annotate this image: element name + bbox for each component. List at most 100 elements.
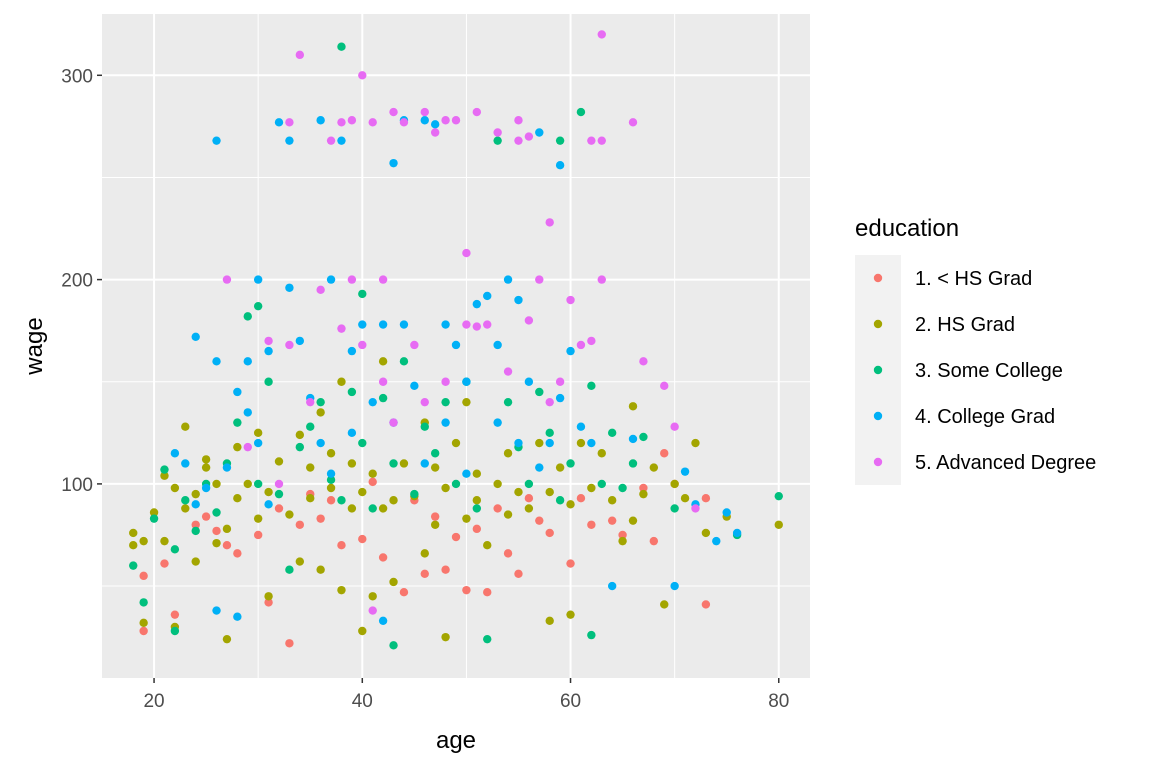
data-point-series-2 — [555, 463, 565, 472]
data-point-series-3 — [774, 491, 783, 501]
data-point-series-4 — [410, 381, 419, 391]
data-point-series-3 — [430, 449, 440, 458]
data-point-series-2 — [264, 487, 273, 497]
data-point-series-2 — [649, 463, 659, 472]
data-point-series-5 — [535, 275, 544, 284]
data-point-series-1 — [139, 626, 148, 636]
data-point-series-1 — [493, 504, 502, 513]
data-point-series-3 — [545, 428, 554, 438]
data-point-series-4 — [462, 469, 471, 478]
data-point-series-4 — [607, 581, 617, 591]
data-point-series-1 — [201, 512, 211, 521]
data-point-series-2 — [191, 557, 200, 566]
data-point-series-2 — [181, 504, 190, 513]
data-point-series-2 — [430, 520, 440, 529]
data-point-series-1 — [660, 449, 669, 458]
data-point-series-2 — [441, 483, 450, 493]
data-point-series-2 — [358, 487, 367, 497]
data-point-series-4 — [285, 136, 294, 145]
data-point-series-3 — [451, 479, 461, 489]
data-point-series-3 — [410, 489, 419, 499]
data-point-series-4 — [712, 536, 721, 546]
data-point-series-5 — [358, 340, 367, 350]
data-point-series-4 — [493, 418, 502, 427]
legend-label: 2. HS Grad — [915, 314, 1015, 336]
data-point-series-2 — [472, 496, 482, 505]
data-point-series-4 — [430, 120, 440, 129]
data-point-series-3 — [483, 634, 492, 644]
data-point-series-4 — [378, 320, 388, 329]
data-point-series-4 — [472, 299, 482, 309]
y-tick-label: 300 — [61, 66, 93, 87]
data-point-series-2 — [378, 357, 388, 366]
data-point-series-5 — [514, 136, 523, 145]
data-point-series-5 — [243, 442, 252, 452]
data-point-series-3 — [181, 496, 190, 505]
data-point-series-2 — [316, 565, 325, 574]
data-point-series-4 — [555, 393, 565, 403]
data-point-series-4 — [253, 438, 263, 448]
data-point-series-2 — [587, 483, 596, 493]
legend-key — [873, 411, 883, 421]
data-point-series-2 — [191, 489, 200, 499]
data-point-series-5 — [420, 107, 429, 117]
data-point-series-5 — [347, 275, 357, 284]
data-point-series-1 — [462, 585, 471, 595]
data-point-series-1 — [441, 565, 450, 574]
data-point-series-4 — [722, 508, 731, 517]
data-point-series-5 — [316, 285, 325, 295]
data-point-series-3 — [253, 479, 263, 489]
data-point-series-3 — [295, 442, 305, 452]
data-point-series-2 — [701, 528, 711, 538]
data-point-series-2 — [462, 397, 471, 407]
data-point-series-5 — [670, 422, 679, 431]
data-point-series-4 — [326, 275, 336, 284]
data-point-series-2 — [628, 516, 638, 525]
data-point-series-4 — [420, 459, 429, 468]
data-point-series-5 — [566, 295, 575, 305]
data-point-series-3 — [264, 377, 273, 386]
data-point-series-2 — [243, 479, 252, 489]
data-point-series-4 — [368, 397, 377, 407]
data-point-series-5 — [576, 340, 586, 350]
data-point-series-4 — [316, 438, 325, 448]
data-point-series-5 — [441, 116, 450, 125]
data-point-series-1 — [139, 571, 148, 581]
legend-label: 3. Some College — [915, 360, 1063, 382]
data-point-series-1 — [274, 504, 284, 513]
data-point-series-5 — [628, 118, 638, 127]
data-point-series-2 — [670, 479, 679, 489]
data-point-series-3 — [368, 504, 377, 513]
data-point-series-3 — [285, 565, 294, 574]
data-point-series-2 — [691, 438, 700, 448]
legend-label: 1. < HS Grad — [915, 268, 1032, 290]
data-point-series-1 — [160, 559, 169, 568]
data-point-series-5 — [597, 30, 606, 39]
data-point-series-3 — [607, 428, 617, 438]
data-point-series-1 — [701, 494, 711, 503]
data-point-series-5 — [378, 377, 388, 386]
data-point-series-2 — [483, 541, 492, 550]
data-point-series-3 — [618, 483, 627, 493]
data-point-series-5 — [483, 320, 492, 329]
data-point-series-1 — [420, 569, 429, 579]
data-point-series-4 — [243, 357, 252, 366]
data-point-series-3 — [524, 479, 534, 489]
data-point-series-1 — [316, 514, 325, 523]
data-point-series-5 — [660, 381, 669, 391]
data-point-series-5 — [555, 377, 565, 386]
data-point-series-1 — [233, 549, 242, 558]
legend-title: education — [855, 215, 959, 242]
data-point-series-3 — [337, 42, 346, 51]
data-point-series-2 — [451, 438, 461, 448]
data-point-series-4 — [566, 346, 575, 356]
data-point-series-4 — [732, 528, 742, 538]
data-point-series-3 — [378, 393, 388, 403]
data-point-series-2 — [306, 463, 315, 472]
data-point-series-4 — [212, 357, 221, 366]
data-point-series-1 — [514, 569, 523, 579]
data-point-series-2 — [420, 549, 429, 558]
data-point-series-5 — [420, 397, 429, 407]
data-point-series-2 — [212, 538, 221, 548]
data-point-series-4 — [201, 483, 211, 493]
